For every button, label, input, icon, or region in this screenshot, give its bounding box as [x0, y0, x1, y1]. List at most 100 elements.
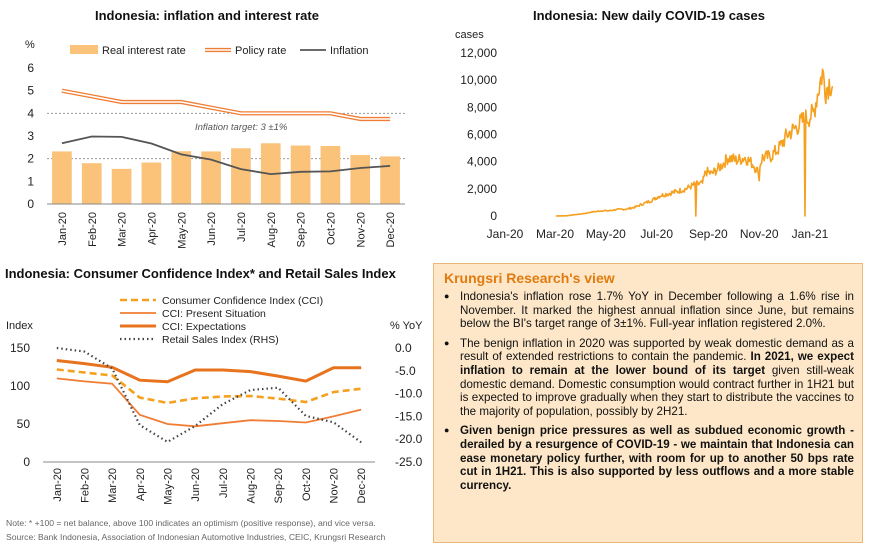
view-title: Krungsri Research's view [444, 270, 615, 286]
bar-real-interest [320, 145, 341, 204]
chart2-x-tick: Mar-20 [536, 227, 574, 241]
view-bullet-text: Given benign price pressures as well as … [460, 424, 854, 492]
view-bullet-text: The benign inflation in 2020 was support… [460, 336, 854, 364]
chart1-x-tick: Oct-20 [325, 212, 337, 245]
covid-cases-chart: Indonesia: New daily COVID-19 cases case… [435, 0, 870, 258]
chart2-title: Indonesia: New daily COVID-19 cases [533, 8, 765, 23]
chart2-y-tick: 10,000 [460, 73, 497, 87]
chart1-y-unit: % [25, 39, 35, 51]
bar-real-interest [111, 168, 132, 204]
chart1-x-tick: Jul-20 [236, 212, 248, 242]
chart3-y-right-unit: % YoY [390, 320, 423, 332]
chart3-title: Indonesia: Consumer Confidence Index* an… [5, 266, 396, 281]
chart2-x-tick: Sep-20 [689, 227, 728, 241]
chart3-y-right-tick: -25.0 [395, 455, 423, 469]
chart1-y-tick: 3 [27, 129, 34, 143]
inflation-interest-chart: Indonesia: inflation and interest rate %… [0, 0, 430, 258]
legend-label-policy-rate: Policy rate [235, 45, 286, 57]
line-inflation [61, 135, 391, 176]
line-policy-rate [61, 89, 391, 120]
research-view-box: Krungsri Research's view Indonesia's inf… [433, 263, 863, 543]
chart2-y-unit: cases [455, 29, 484, 41]
chart3-x-tick: Oct-20 [301, 468, 313, 501]
legend-label: Consumer Confidence Index (CCI) [162, 295, 323, 307]
chart1-x-tick: Jun-20 [206, 212, 218, 246]
line-daily-cases [555, 68, 834, 217]
bar-real-interest [350, 155, 371, 204]
chart1-x-tick: Aug-20 [266, 212, 278, 247]
chart1-y-tick: 1 [27, 174, 34, 188]
footnote: Note: * +100 = net balance, above 100 in… [6, 518, 376, 528]
legend-swatch-real-interest [70, 45, 98, 54]
view-bullets: Indonesia's inflation rose 1.7% YoY in D… [442, 290, 854, 498]
chart3-y-right-tick: -15.0 [395, 409, 423, 423]
chart1-y-tick: 0 [27, 197, 34, 211]
chart3-x-tick: Dec-20 [356, 468, 368, 503]
legend-label: CCI: Expectations [162, 321, 246, 333]
line-consumer-confidence-index-cci- [56, 368, 362, 405]
chart1-x-tick: Sep-20 [296, 212, 308, 247]
chart2-y-tick: 8,000 [467, 100, 497, 114]
bar-real-interest [231, 148, 251, 204]
chart2-x-tick: Nov-20 [740, 227, 779, 241]
chart3-x-tick: May-20 [163, 468, 175, 505]
chart1-x-tick: Mar-20 [117, 212, 129, 247]
chart1-x-tick: Dec-20 [385, 212, 397, 247]
chart1-svg: % 0 1 2 3 4 5 6 Inflation target: 3 ±1% Jan-20 Feb… [25, 39, 405, 249]
consumer-confidence-chart: Indonesia: Consumer Confidence Index* an… [0, 262, 430, 550]
inflation-target-annotation: Inflation target: 3 ±1% [195, 122, 288, 133]
view-bullet: Given benign price pressures as well as … [442, 424, 854, 492]
chart3-x-tick: Jul-20 [218, 468, 230, 498]
chart3-x-tick: Aug-20 [246, 468, 258, 503]
chart3-y-right-tick: 0.0 [395, 341, 412, 355]
chart2-y-tick: 12,000 [460, 46, 497, 60]
chart3-y-right-tick: -10.0 [395, 387, 423, 401]
chart3-svg: Index % YoY 0 50 100 150 0.0 -5.0 -10.0 -15.0 -20.… [6, 295, 423, 505]
chart3-x-tick: Sep-20 [273, 468, 285, 503]
chart1-x-tick: Apr-20 [146, 212, 158, 245]
chart1-x-tick: May-20 [176, 212, 188, 249]
legend-label-inflation: Inflation [330, 45, 369, 57]
chart1-x-tick: Jan-20 [57, 212, 69, 246]
bar-real-interest [201, 151, 221, 204]
chart1-x-tick: Nov-20 [355, 212, 367, 247]
chart1-y-tick: 6 [27, 61, 34, 75]
bar-real-interest [141, 162, 162, 204]
chart2-x-tick: May-20 [586, 227, 626, 241]
chart3-y-left-tick: 0 [23, 455, 30, 469]
view-bullet-text: Indonesia's inflation rose 1.7% YoY in D… [460, 290, 854, 331]
chart2-y-tick: 0 [490, 209, 497, 223]
chart2-svg: cases 0 2,000 4,000 6,000 8,000 10,000 12,000 Ja… [455, 29, 834, 241]
chart2-y-tick: 4,000 [467, 155, 497, 169]
chart3-x-tick: Mar-20 [107, 468, 119, 503]
bar-real-interest [290, 145, 311, 204]
chart3-y-right-tick: -5.0 [395, 364, 416, 378]
bar-real-interest [171, 151, 192, 204]
view-bullet-text: given still-weak domestic demand. Domest… [460, 363, 854, 418]
chart3-y-left-tick: 100 [10, 379, 30, 393]
chart2-x-tick: Jan-21 [792, 227, 829, 241]
chart3-x-tick: Jan-20 [52, 468, 64, 502]
view-bullet: The benign inflation in 2020 was support… [442, 337, 854, 419]
chart1-y-tick: 2 [27, 152, 34, 166]
view-bullet-text: In 2021, we expect inflation to remain a… [460, 350, 854, 377]
line-retail-sales-index-rhs- [56, 346, 362, 444]
chart3-x-tick: Nov-20 [329, 468, 341, 503]
chart2-x-tick: Jan-20 [487, 227, 524, 241]
line-cci-present-situation [56, 377, 362, 428]
chart2-y-tick: 6,000 [467, 128, 497, 142]
chart2-x-tick: Jul-20 [640, 227, 673, 241]
legend-label: Retail Sales Index (RHS) [162, 334, 279, 346]
bar-real-interest [380, 156, 400, 204]
legend-label-real-interest: Real interest rate [102, 45, 186, 57]
source-note: Source: Bank Indonesia, Association of I… [6, 532, 386, 542]
bar-real-interest [52, 151, 72, 204]
bar-real-interest [81, 163, 102, 204]
view-bullet: Indonesia's inflation rose 1.7% YoY in D… [442, 290, 854, 331]
chart3-y-left-tick: 150 [10, 341, 30, 355]
chart1-x-tick: Feb-20 [87, 212, 99, 247]
chart3-y-left-unit: Index [6, 320, 33, 332]
chart3-x-tick: Apr-20 [135, 468, 147, 501]
chart3-x-tick: Jun-20 [190, 468, 202, 502]
chart1-y-tick: 4 [27, 106, 34, 120]
